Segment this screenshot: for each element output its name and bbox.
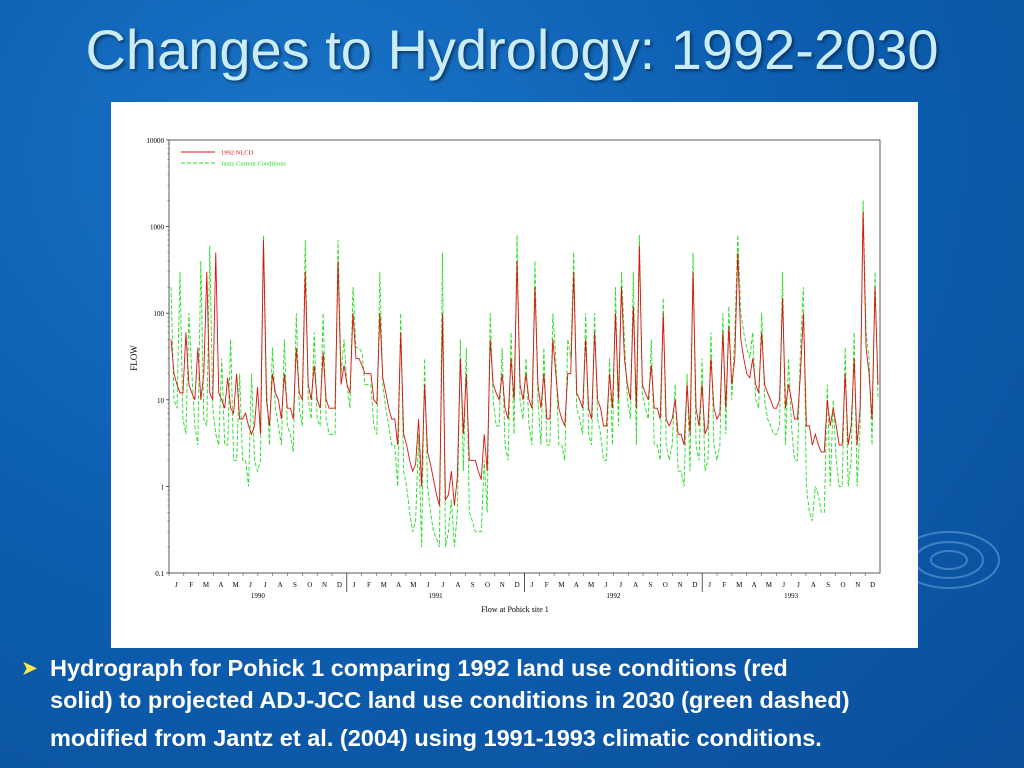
y-axis: 10000 1000 100 10 1 0.1: [147, 137, 169, 578]
y-tick-label: 10: [157, 397, 165, 405]
x-month-label: D: [515, 581, 520, 589]
x-month-label: S: [471, 581, 475, 589]
x-month-label: M: [766, 581, 773, 589]
x-month-label: D: [870, 581, 875, 589]
x-month-label: J: [442, 581, 445, 589]
x-month-label: M: [203, 581, 210, 589]
y-tick-label: 10000: [147, 137, 165, 145]
x-month-label: J: [619, 581, 622, 589]
x-month-label: N: [322, 581, 327, 589]
caption-line-3: modified from Jantz et al. (2004) using …: [50, 725, 822, 751]
x-month-label: M: [588, 581, 595, 589]
x-month-label: O: [663, 581, 668, 589]
x-month-label: J: [175, 581, 178, 589]
x-axis-label: Flow at Pohick site 1: [481, 605, 549, 614]
x-month-label: F: [189, 581, 193, 589]
x-month-label: M: [410, 581, 417, 589]
series-line-1992-nlcd: [170, 211, 879, 506]
y-tick-label: 0.1: [155, 570, 164, 578]
arrow-bullet-icon: ➤: [22, 658, 38, 678]
x-month-label: F: [367, 581, 371, 589]
x-month-label: A: [218, 581, 223, 589]
x-month-label: N: [855, 581, 860, 589]
x-month-label: O: [485, 581, 490, 589]
legend-label: 1992 NLCD: [221, 150, 254, 157]
caption-line-1: Hydrograph for Pohick 1 comparing 1992 l…: [50, 655, 788, 681]
x-month-label: A: [811, 581, 816, 589]
x-month-label: J: [782, 581, 785, 589]
x-month-label: N: [678, 581, 683, 589]
x-month-label: N: [500, 581, 505, 589]
x-month-label: D: [337, 581, 342, 589]
x-month-label: A: [574, 581, 579, 589]
x-month-label: J: [264, 581, 267, 589]
slide-title: Changes to Hydrology: 1992-2030: [85, 18, 939, 81]
x-year-label: 1992: [606, 592, 621, 600]
x-month-label: J: [708, 581, 711, 589]
x-month-label: A: [396, 581, 401, 589]
y-axis-label: FLOW: [129, 345, 139, 371]
x-month-label: F: [545, 581, 549, 589]
x-month-label: J: [797, 581, 800, 589]
x-month-label: O: [307, 581, 312, 589]
x-month-label: A: [633, 581, 638, 589]
legend-label: Jantz Current Conditions: [221, 161, 286, 168]
plot-area: [168, 139, 881, 574]
x-month-label: F: [723, 581, 727, 589]
x-month-label: A: [752, 581, 757, 589]
x-month-label: M: [736, 581, 743, 589]
y-tick-label: 100: [154, 310, 165, 318]
x-year-label: 1991: [429, 592, 444, 600]
x-year-label: 1993: [784, 592, 799, 600]
x-month-label: S: [826, 581, 830, 589]
y-tick-label: 1000: [150, 224, 165, 232]
caption-text: Hydrograph for Pohick 1 comparing 1992 l…: [50, 652, 1024, 754]
x-month-label: S: [648, 581, 652, 589]
series-layer: [170, 200, 879, 548]
x-month-label: D: [692, 581, 697, 589]
x-year-label: 1990: [251, 592, 266, 600]
y-tick-label: 1: [161, 483, 165, 491]
legend: 1992 NLCD Jantz Current Conditions: [181, 150, 286, 168]
x-month-label: S: [293, 581, 297, 589]
x-month-label: J: [249, 581, 252, 589]
x-month-label: J: [531, 581, 534, 589]
x-month-label: A: [455, 581, 460, 589]
x-month-label: M: [233, 581, 240, 589]
x-month-label: O: [840, 581, 845, 589]
x-month-label: J: [605, 581, 608, 589]
x-month-label: M: [381, 581, 388, 589]
caption-line-2: solid) to projected ADJ-JCC land use con…: [50, 687, 850, 713]
x-month-label: J: [353, 581, 356, 589]
x-month-label: J: [427, 581, 430, 589]
x-month-label: M: [558, 581, 565, 589]
x-month-label: A: [278, 581, 283, 589]
